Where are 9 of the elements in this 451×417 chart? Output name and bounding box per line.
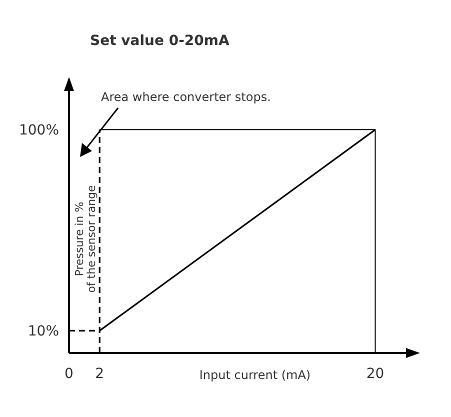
annotation: Area where converter stops.	[101, 90, 271, 104]
y-axis-title: Pressure in % of the sensor range	[73, 184, 98, 293]
x-axis-title: Input current (mA)	[199, 368, 311, 382]
x-tick-label: 2	[95, 366, 104, 382]
chart-title: Set value 0-20mA	[90, 33, 230, 49]
x-tick-label: 20	[366, 366, 384, 382]
y-tick-label: 10%	[28, 324, 59, 340]
y-tick-label: 100%	[18, 122, 59, 139]
x-tick-label: 0	[64, 366, 74, 382]
